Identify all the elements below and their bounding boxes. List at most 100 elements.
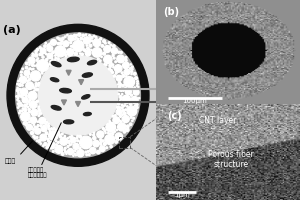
Circle shape	[38, 82, 40, 84]
Circle shape	[116, 129, 118, 131]
Circle shape	[55, 46, 66, 57]
Circle shape	[88, 154, 90, 156]
Circle shape	[130, 116, 132, 118]
Circle shape	[55, 55, 56, 56]
Circle shape	[40, 143, 41, 144]
Circle shape	[49, 63, 51, 65]
Circle shape	[118, 89, 120, 91]
Circle shape	[108, 132, 109, 134]
Circle shape	[33, 68, 34, 70]
Circle shape	[28, 111, 31, 113]
Circle shape	[37, 125, 39, 126]
Circle shape	[58, 131, 60, 133]
Circle shape	[37, 121, 39, 122]
Circle shape	[134, 87, 136, 88]
Circle shape	[108, 42, 110, 44]
Circle shape	[130, 94, 133, 96]
Circle shape	[85, 50, 91, 56]
Circle shape	[34, 65, 36, 66]
Circle shape	[64, 147, 66, 149]
Circle shape	[121, 107, 123, 109]
Circle shape	[19, 112, 20, 114]
Circle shape	[29, 101, 37, 108]
Circle shape	[82, 34, 84, 37]
Circle shape	[90, 134, 91, 135]
Circle shape	[90, 36, 93, 39]
Circle shape	[108, 68, 110, 70]
Circle shape	[136, 104, 138, 106]
Circle shape	[23, 122, 25, 124]
Circle shape	[118, 84, 119, 85]
Circle shape	[30, 117, 37, 124]
Circle shape	[37, 58, 39, 59]
Circle shape	[130, 103, 132, 105]
Circle shape	[115, 61, 116, 63]
Circle shape	[130, 87, 133, 90]
Circle shape	[37, 60, 49, 71]
Circle shape	[87, 47, 89, 50]
Circle shape	[48, 128, 50, 130]
Text: (c): (c)	[167, 111, 182, 121]
Circle shape	[52, 151, 54, 152]
Circle shape	[45, 123, 47, 125]
Circle shape	[36, 140, 38, 141]
Circle shape	[118, 103, 120, 105]
Circle shape	[70, 42, 72, 44]
Circle shape	[117, 55, 124, 63]
Circle shape	[123, 62, 129, 69]
Circle shape	[35, 128, 41, 134]
Circle shape	[28, 69, 29, 70]
Circle shape	[113, 117, 120, 124]
Circle shape	[17, 103, 19, 104]
Circle shape	[47, 125, 50, 127]
Circle shape	[81, 53, 83, 55]
Circle shape	[52, 59, 53, 60]
Circle shape	[120, 121, 122, 122]
Circle shape	[125, 128, 129, 131]
Circle shape	[30, 131, 34, 135]
Circle shape	[121, 104, 123, 106]
Circle shape	[133, 117, 135, 119]
Circle shape	[21, 104, 23, 106]
Circle shape	[130, 64, 131, 65]
Circle shape	[68, 35, 74, 41]
Circle shape	[80, 53, 81, 54]
Circle shape	[137, 81, 138, 82]
Circle shape	[68, 140, 70, 142]
Circle shape	[136, 106, 138, 109]
Circle shape	[48, 142, 55, 149]
Circle shape	[131, 96, 138, 104]
Circle shape	[33, 124, 34, 125]
Circle shape	[58, 134, 60, 135]
Circle shape	[32, 55, 34, 57]
Circle shape	[110, 133, 111, 134]
Circle shape	[92, 40, 93, 42]
Circle shape	[90, 147, 96, 154]
Circle shape	[80, 37, 83, 40]
Circle shape	[85, 151, 87, 153]
Circle shape	[28, 91, 37, 100]
Circle shape	[110, 44, 112, 46]
Circle shape	[18, 105, 20, 107]
Circle shape	[87, 151, 89, 152]
Circle shape	[29, 68, 31, 69]
Circle shape	[35, 85, 37, 87]
Circle shape	[125, 57, 127, 59]
Circle shape	[47, 53, 53, 59]
Circle shape	[17, 107, 19, 108]
Circle shape	[98, 58, 99, 60]
Circle shape	[100, 38, 102, 40]
Circle shape	[122, 94, 123, 95]
Circle shape	[106, 64, 107, 66]
Circle shape	[34, 87, 35, 89]
Circle shape	[30, 71, 40, 81]
Circle shape	[93, 137, 96, 140]
Circle shape	[71, 135, 73, 137]
Circle shape	[67, 49, 74, 56]
Circle shape	[44, 143, 47, 146]
Circle shape	[70, 45, 72, 47]
Circle shape	[39, 47, 41, 49]
Circle shape	[19, 84, 22, 86]
Circle shape	[28, 101, 30, 103]
Circle shape	[21, 112, 30, 121]
